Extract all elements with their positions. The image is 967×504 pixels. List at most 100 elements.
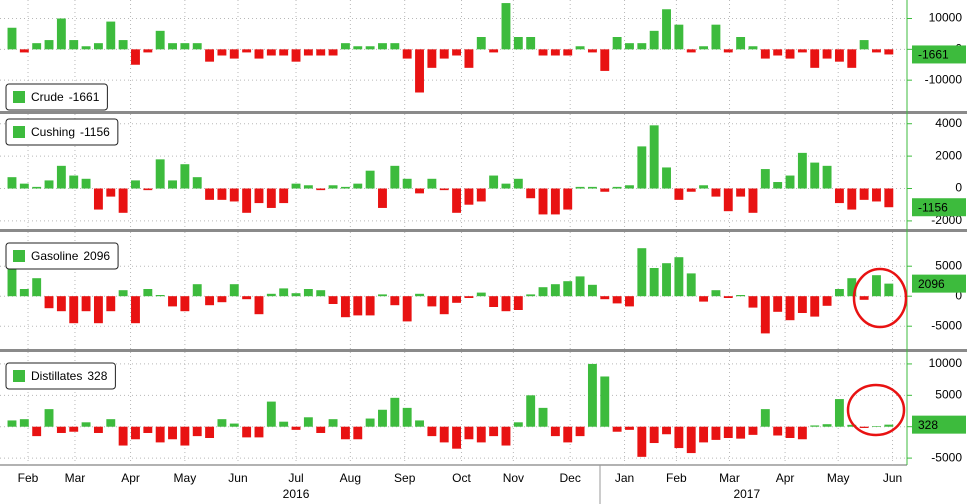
- bar: [748, 296, 758, 308]
- bar: [303, 185, 313, 189]
- bar: [192, 426, 202, 437]
- bar: [872, 275, 881, 297]
- bar: [44, 409, 54, 427]
- bar: [328, 49, 338, 56]
- bar: [501, 296, 511, 312]
- x-tick-label: Jan: [615, 471, 634, 485]
- bar: [143, 289, 153, 297]
- last-value-label: 328: [918, 418, 938, 432]
- bar: [773, 182, 783, 189]
- bar: [427, 296, 437, 307]
- bar: [550, 188, 560, 215]
- bar: [131, 426, 140, 440]
- bar: [378, 43, 387, 50]
- x-tick-label: Nov: [503, 471, 524, 485]
- bar: [291, 293, 301, 297]
- y-tick-label: -10000: [925, 72, 963, 86]
- bar: [353, 296, 363, 316]
- y-tick-label: 10000: [929, 356, 963, 370]
- bar: [600, 188, 610, 192]
- legend-swatch: [13, 370, 25, 382]
- bar: [180, 426, 190, 446]
- legend-value: 2096: [83, 249, 110, 263]
- bar: [810, 162, 820, 189]
- bar: [686, 426, 696, 454]
- legend: Gasoline 2096: [5, 242, 119, 270]
- bar: [748, 426, 758, 435]
- bar: [674, 257, 684, 297]
- legend-box: [5, 83, 108, 111]
- bar: [32, 43, 42, 50]
- x-tick-label: Apr: [776, 471, 795, 485]
- bar: [242, 188, 252, 213]
- bar: [303, 417, 313, 427]
- bar: [192, 177, 202, 189]
- bar: [452, 426, 462, 449]
- bar: [711, 24, 721, 50]
- y-tick-label: -5000: [931, 318, 962, 332]
- bar: [439, 426, 449, 443]
- x-tick-label: Jul: [288, 471, 303, 485]
- bar: [834, 49, 844, 62]
- x-tick-label: Mar: [65, 471, 86, 485]
- bar: [452, 188, 462, 213]
- y-tick-label: 5000: [935, 258, 962, 272]
- bar: [205, 296, 215, 306]
- bar: [303, 49, 313, 56]
- bar: [612, 37, 622, 50]
- x-tick-label: Jun: [883, 471, 902, 485]
- bar: [489, 426, 499, 437]
- bar: [810, 425, 820, 427]
- last-value-box: [912, 45, 966, 64]
- bar: [884, 424, 894, 427]
- bar: [254, 188, 264, 204]
- bar: [476, 426, 486, 443]
- bar: [402, 178, 412, 189]
- last-value-box: [912, 415, 966, 434]
- bar: [847, 49, 857, 68]
- bar: [538, 49, 548, 56]
- bar: [19, 183, 29, 189]
- bar: [822, 296, 832, 306]
- bar: [625, 185, 634, 189]
- bar: [229, 284, 239, 297]
- bar: [427, 178, 437, 189]
- bar: [637, 248, 647, 297]
- bar: [353, 426, 363, 440]
- bar: [7, 257, 17, 297]
- bar: [625, 43, 634, 50]
- bar: [711, 426, 721, 440]
- bar: [834, 399, 844, 427]
- legend: Distillates 328: [5, 362, 116, 390]
- bar: [56, 18, 66, 50]
- bar: [550, 426, 560, 437]
- bar: [266, 293, 276, 297]
- bar: [797, 49, 807, 53]
- bar: [723, 49, 733, 53]
- bar: [662, 9, 671, 50]
- bar: [118, 290, 128, 297]
- bar: [56, 426, 66, 433]
- bar: [217, 296, 227, 303]
- bar: [131, 180, 140, 189]
- bar: [81, 296, 91, 312]
- bar: [464, 296, 474, 298]
- bar: [847, 424, 857, 427]
- annotation-circle: [852, 267, 908, 329]
- bar: [662, 426, 671, 435]
- bar: [143, 49, 153, 53]
- bar: [205, 188, 215, 200]
- legend-box: [5, 362, 116, 390]
- legend-label: Distillates: [31, 369, 82, 383]
- bar: [316, 188, 326, 191]
- legend-swatch: [13, 91, 25, 103]
- last-value-label: 2096: [918, 277, 945, 291]
- bar: [131, 296, 140, 324]
- bar: [118, 188, 128, 213]
- bar: [785, 175, 795, 189]
- bar: [526, 294, 536, 297]
- bar: [810, 49, 820, 68]
- bar: [279, 421, 289, 427]
- legend-swatch: [13, 250, 25, 262]
- bar: [229, 49, 239, 59]
